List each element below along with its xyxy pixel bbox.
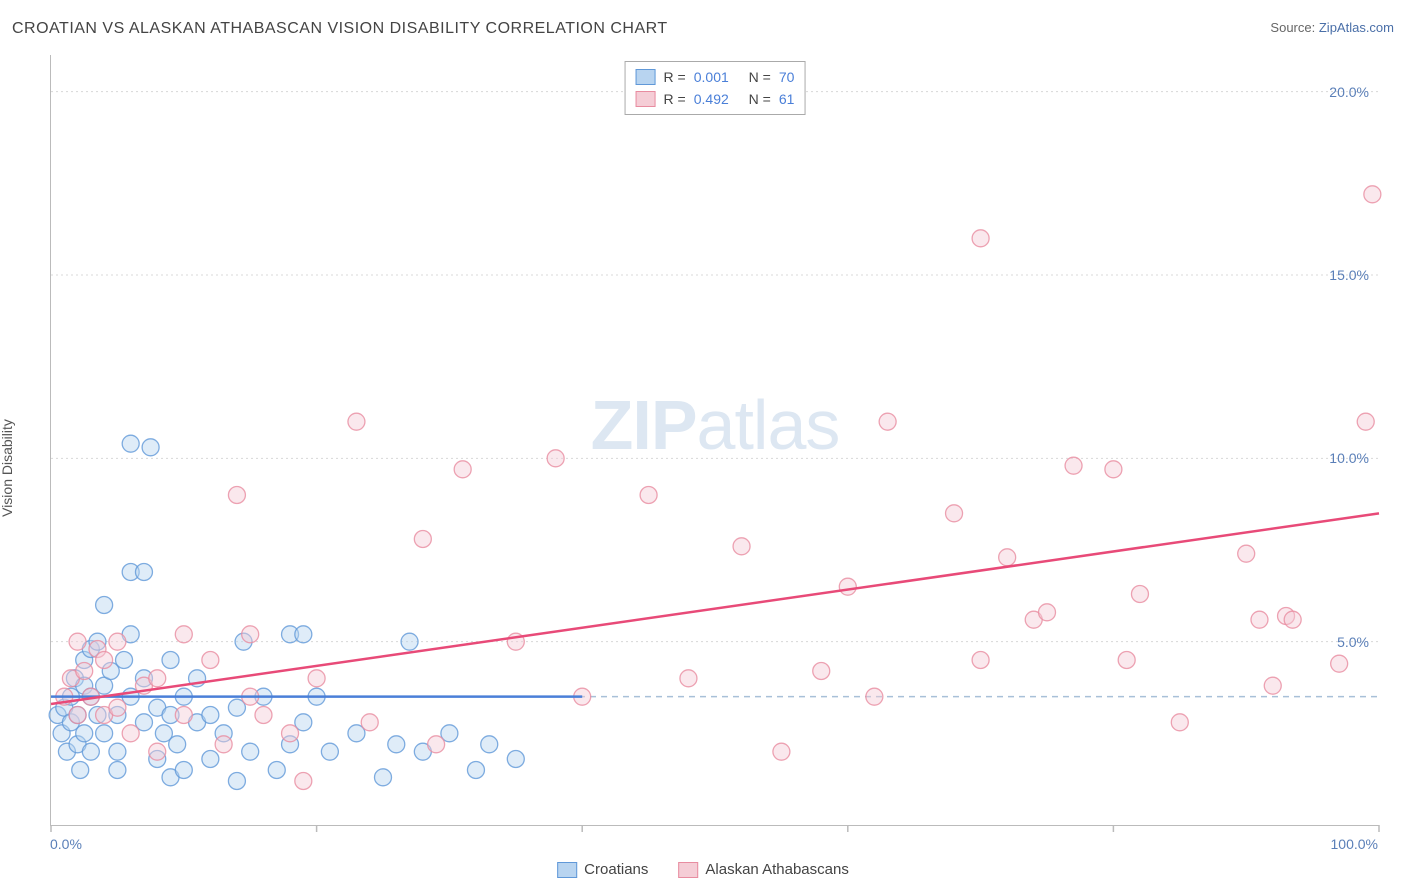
swatch-series-1 <box>636 91 656 107</box>
source-label: Source: <box>1270 20 1315 35</box>
chart-title: CROATIAN VS ALASKAN ATHABASCAN VISION DI… <box>12 20 668 37</box>
stats-row-1: R = 0.492 N = 61 <box>636 88 795 110</box>
y-tick-label: 10.0% <box>1329 450 1369 466</box>
chart-container: Vision Disability ZIPatlas R = 0.001 N =… <box>12 55 1394 880</box>
legend-label-1: Alaskan Athabascans <box>705 861 848 878</box>
plot-area: ZIPatlas R = 0.001 N = 70 R = 0.492 N = … <box>50 55 1379 826</box>
series-legend: Croatians Alaskan Athabascans <box>557 861 849 878</box>
x-max-label: 100.0% <box>1331 836 1378 852</box>
plot-svg <box>51 55 1379 825</box>
x-min-label: 0.0% <box>50 836 82 852</box>
stats-row-0: R = 0.001 N = 70 <box>636 66 795 88</box>
legend-label-0: Croatians <box>584 861 648 878</box>
y-tick-label: 20.0% <box>1329 84 1369 100</box>
y-tick-label: 5.0% <box>1337 634 1369 650</box>
legend-item-0: Croatians <box>557 861 648 878</box>
legend-swatch-0 <box>557 862 577 878</box>
swatch-series-0 <box>636 69 656 85</box>
legend-swatch-1 <box>678 862 698 878</box>
source-link[interactable]: ZipAtlas.com <box>1319 20 1394 35</box>
y-tick-label: 15.0% <box>1329 267 1369 283</box>
source-citation: Source: ZipAtlas.com <box>1270 20 1394 35</box>
stats-legend-box: R = 0.001 N = 70 R = 0.492 N = 61 <box>625 61 806 115</box>
legend-item-1: Alaskan Athabascans <box>678 861 848 878</box>
y-axis-label: Vision Disability <box>0 419 15 517</box>
